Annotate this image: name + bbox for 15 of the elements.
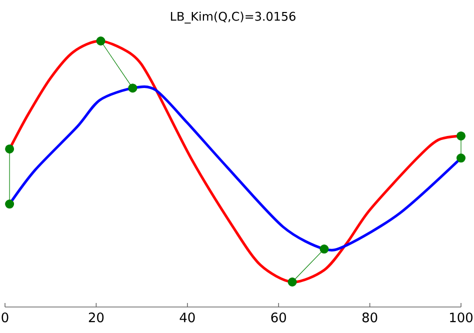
point: [288, 277, 297, 286]
x-tick-label: 20: [88, 312, 104, 322]
point: [456, 131, 466, 140]
point: [456, 154, 466, 163]
chart-title: LB_Kim(Q,C)=3.0156: [170, 12, 296, 24]
x-tick-label: 80: [362, 312, 378, 322]
point: [320, 244, 329, 254]
point: [5, 200, 14, 209]
x-tick-label: 0: [2, 312, 8, 322]
point: [5, 144, 14, 154]
point: [96, 36, 106, 46]
point: [128, 84, 138, 93]
x-tick-label: 100: [450, 312, 472, 322]
x-tick-label: 40: [180, 312, 195, 322]
x-tick-label: 60: [271, 312, 286, 322]
